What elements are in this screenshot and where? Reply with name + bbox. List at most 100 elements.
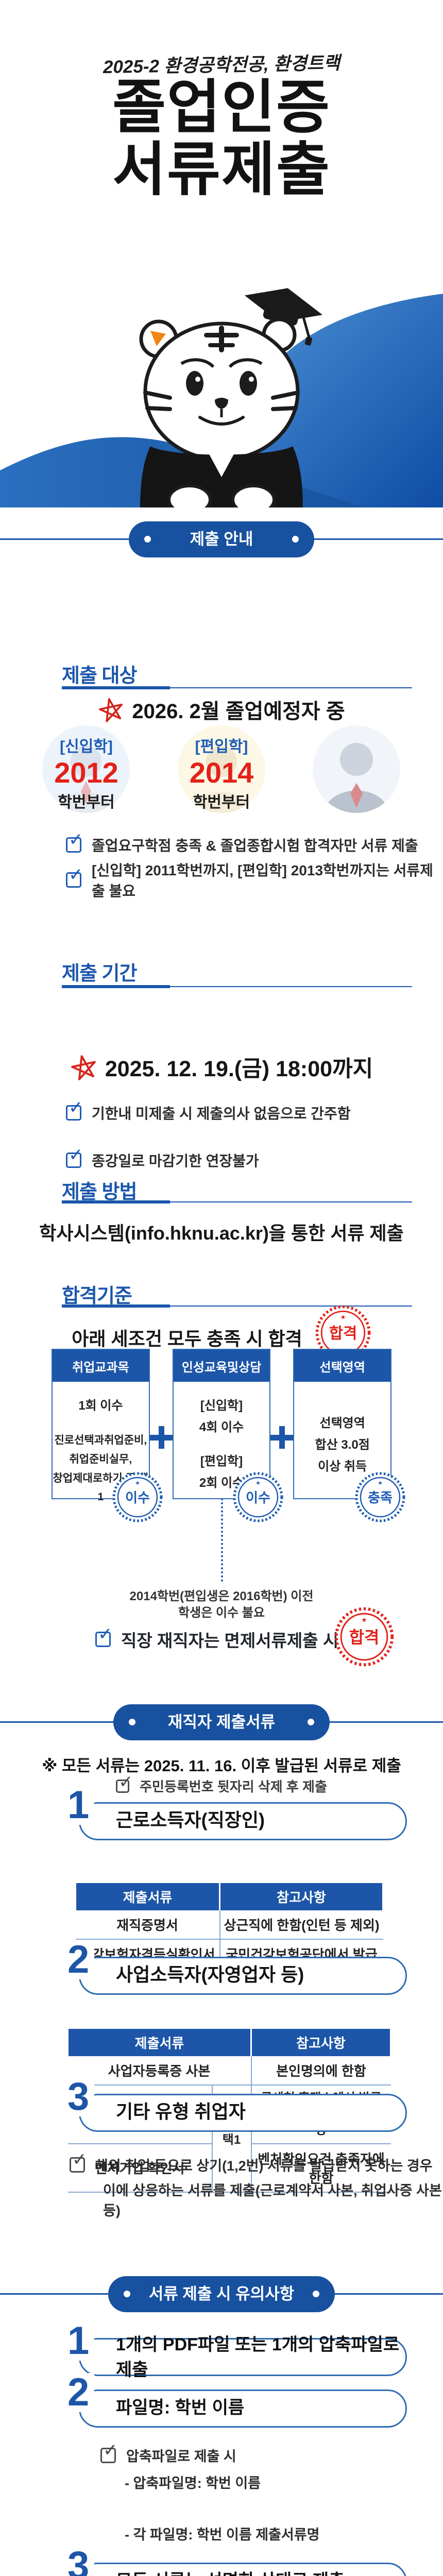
notes-box-2: 2 파일명: 학번 이름 [62,2373,407,2428]
box-title: 모든 서류는 선명한 상태로 제출 [116,2566,345,2576]
satisfied-seal: ★ 충족 [355,1472,405,1522]
target-check-1-text: 졸업요구학점 충족 & 졸업종합시험 합격자만 서류 제출 [92,838,418,854]
notes-box-1: 1 1개의 PDF파일 또는 1개의 압축파일로 제출 [62,2321,407,2380]
docs-privacy: 주민등록번호 뒷자리 삭제 후 제출 [0,1773,443,1795]
group-transfer: [편입학] 2014 학번부터 [166,725,277,823]
card-header: 선택영역 [294,1350,391,1382]
worker-doc-table: 제출서류 참고사항 재직증명서 상근직에 한함(인턴 등 제외) 건강보험자격득… [75,1883,384,1969]
pill-worker-docs: 재직자 제출서류 [113,1704,330,1740]
period-check-1-text: 기한내 미제출 시 제출의사 없음으로 간주함 [92,1106,351,1122]
pill-dot-right [292,536,299,543]
dotted-connector [221,1498,223,1582]
checkbox-icon [100,2442,118,2463]
box-number: 1 [62,2321,95,2361]
pill-dot-left [144,536,151,543]
target-groups: [신입학] 2012 학번부터 [편입학] 2014 학번부터 직장 재직자 [31,725,412,823]
box-title: 근로소득자(직장인) [116,1809,265,1831]
pill-guide-label: 제출 안내 [190,530,253,548]
criteria-heading: 합격기준 [62,1285,132,1307]
method-heading: 제출 방법 [62,1181,137,1203]
hero-illustration [0,281,443,515]
checkbox-icon [66,1099,83,1121]
criteria-note-1: 2014학번(편입생은 2016학번) 이전 [129,1589,314,1603]
card-header: 인성교육및상담 [173,1350,270,1382]
complete-seal: ★ 이수 [233,1472,283,1522]
doc-cell: 재직증명서 [75,1910,220,1940]
card-line: 취업준비실무, [69,1453,132,1465]
box-number: 3 [62,2077,95,2116]
box-title: 기타 유형 취업자 [116,2101,246,2123]
avatar [177,725,265,813]
card-line: 1회 이수 [78,1399,123,1413]
page-title: 졸업인증 서류제출 [0,76,443,201]
target-heading: 제출 대상 [62,665,137,687]
checkbox-icon [70,2151,87,2173]
card-line: 이상 취득 [318,1460,367,1473]
avatar [42,725,130,813]
svg-text:★: ★ [255,1480,261,1486]
avatar [313,725,400,813]
period-check-1: 기한내 미제출 시 제출의사 없음으로 간주함 [66,1099,351,1123]
notes-box-3: 3 모든 서류는 선명한 상태로 제출 [62,2546,407,2576]
checkbox-icon [66,1146,83,1168]
zip-check: 압축파일로 제출 시 [100,2442,236,2465]
col-header: 참고사항 [219,1883,384,1910]
section-pill-guide: 제출 안내 [0,521,443,557]
card-employment-course: 취업교과목 1회 이수 진로선택과취업준비, 취업준비실무, 창업제대로하기 중… [52,1349,163,1522]
pill-worker-docs-label: 재직자 제출서류 [167,1713,276,1731]
period-heading: 제출 기간 [62,963,137,985]
card-line: [신입학] [200,1399,243,1413]
method-line: 학사시스템(info.hknu.ac.kr)을 통한 서류 제출 [39,1223,404,1244]
group-freshman: [신입학] 2012 학번부터 [31,725,142,823]
col-header: 제출서류 [75,1883,220,1910]
criteria-intro-text: 아래 세조건 모두 충족 시 합격 [72,1328,302,1349]
note-cell: 상근직에 한함(인턴 등 제외) [219,1910,383,1940]
page-title-line2: 서류제출 [112,137,331,202]
rounded-frame [79,2563,407,2576]
svg-text:충족: 충족 [368,1490,393,1505]
pill-guide: 제출 안내 [129,521,314,557]
col-header: 제출서류 [67,2029,252,2056]
group-worker: 직장 재직자 [301,725,412,823]
worker-pass-text: 직장 재직자는 면제서류제출 시 합격 [121,1631,375,1650]
pass-seal: ★ 합격 [334,1607,394,1667]
docs-notice: ※ 모든 서류는 2025. 11. 16. 이후 발급된 서류로 제출 [42,1757,401,1775]
target-rule [62,686,412,689]
target-check-2-text: [신입학] 2011학번까지, [편입학] 2013학번까지는 서류제출 불요 [92,862,433,899]
worker-pass-check: 직장 재직자는 면제서류제출 시 합격 [95,1625,375,1652]
box-title: 1개의 PDF파일 또는 1개의 압축파일로 제출 [116,2334,400,2380]
plus-icon [149,1426,173,1449]
checkbox-icon [95,1625,113,1647]
table-row: 벤처기업 확인서 벤처확인요건 충족자에 한함 [67,2143,391,2193]
target-check-1: 졸업요구학점 충족 & 졸업종합시험 합격자만 서류 제출 [66,831,418,855]
svg-text:★: ★ [340,1314,346,1321]
deadline-text: 2025. 12. 19.(금) 18:00까지 [105,1057,373,1081]
checkbox-icon [66,866,83,888]
group-sub: 학번부터 [58,794,115,811]
tiger-mascot [139,288,323,515]
period-check-2: 종강일로 마감기한 연장불가 [66,1146,259,1171]
other-type-check: 해외 취업 등으로 상기(1,2번) 서류를 발급받지 못하는 경우 [70,2151,433,2175]
docs-box-2: 2 사업소득자(자영업자 등) [62,1940,407,1995]
page-title-line1: 졸업인증 [112,75,331,140]
col-header: 참고사항 [250,2029,391,2056]
rounded-frame [79,2338,407,2376]
group-tag: [편입학] [195,738,248,755]
card-line: [편입학] [200,1454,243,1468]
criteria-rule [62,1304,412,1308]
pill-dot-right [308,1719,314,1725]
period-deadline: 2025. 12. 19.(금) 18:00까지 [0,1051,443,1083]
pill-dot-right [313,2291,319,2297]
star-icon [99,698,123,722]
group-year: 2014 [189,756,254,789]
section-pill-worker-docs: 재직자 제출서류 [0,1704,443,1740]
group-sub: 학번부터 [193,794,250,811]
svg-text:★: ★ [361,1616,367,1624]
pill-notes-label: 서류 제출 시 유의사항 [148,2285,295,2303]
rounded-frame [79,1957,407,1995]
checkbox-icon [66,831,83,853]
box-number: 2 [62,2373,95,2412]
doc-cell: 벤처기업 확인서 [67,2143,212,2193]
other-type-line2: 이에 상응하는 서류를 제출(근로계약서 사본, 취업사증 사본 등) [103,2183,442,2218]
pill-notes: 서류 제출 시 유의사항 [108,2276,335,2312]
